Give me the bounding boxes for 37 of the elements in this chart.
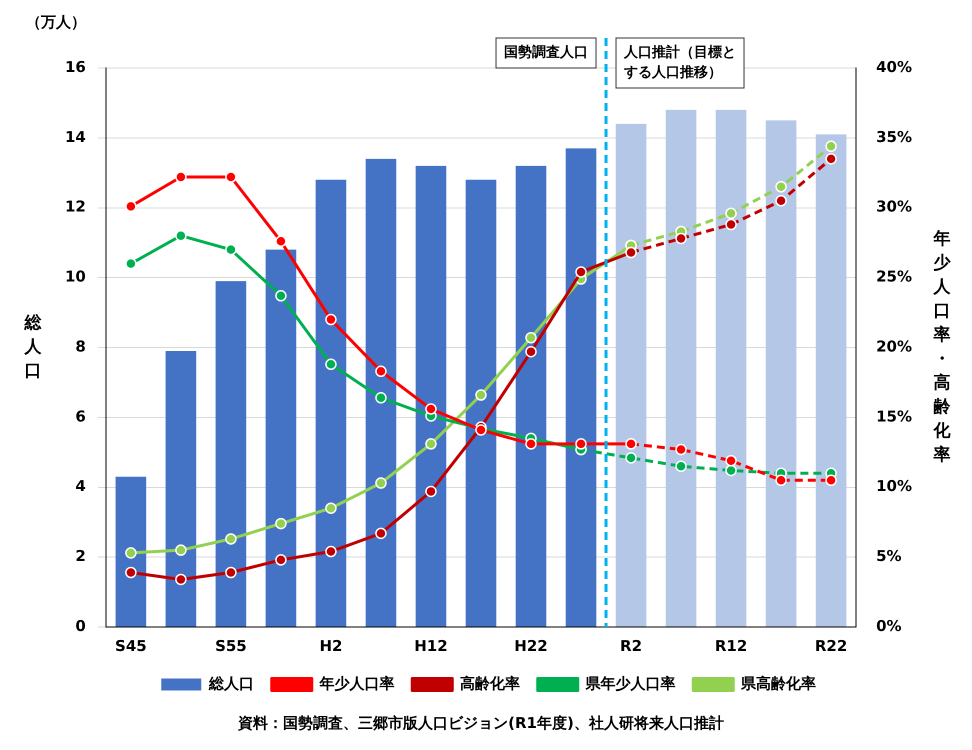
y-tick-label: 0	[75, 616, 86, 635]
text: 資料：国勢調査、三郷市版人口ビジョン(R1年度)、社人研将来人口推計	[237, 714, 724, 732]
y-tick-label: 12	[65, 198, 86, 216]
x-tick-label: R12	[714, 636, 748, 655]
annotation: 人口推計（目標とする人口推移）	[623, 44, 736, 81]
y-tick-label: 6	[75, 407, 86, 426]
x-tick-label: H22	[514, 636, 548, 655]
y2-tick-label: 5%	[876, 547, 902, 566]
text: 国勢調査人口	[504, 44, 588, 61]
legend-label: 高齢化率	[460, 674, 520, 692]
y2-tick-label: 35%	[876, 128, 912, 146]
y2-tick-label: 0%	[876, 616, 902, 635]
legend-label: 年少人口率	[318, 674, 394, 692]
x-tick-label: R2	[620, 636, 642, 655]
x-tick-label: S45	[115, 636, 147, 655]
y2-tick-label: 20%	[876, 337, 912, 356]
y-tick-label: 16	[65, 58, 86, 76]
legend-label: 総人口	[208, 674, 254, 692]
legend-label: 県年少人口率	[584, 674, 676, 692]
x-tick-label: H12	[414, 636, 448, 655]
y2-tick-label: 40%	[876, 58, 912, 76]
y-tick-label: 14	[65, 128, 86, 146]
y2-tick-label: 10%	[876, 477, 912, 496]
x-tick-label: S55	[215, 636, 247, 655]
y2-tick-label: 30%	[876, 198, 912, 216]
y-tick-label: 2	[75, 547, 86, 566]
y-tick-label: 8	[75, 337, 86, 356]
x-tick-label: R22	[814, 636, 848, 655]
text: 年少人口率・高齢化率	[934, 228, 950, 465]
legend-label: 県高齢化率	[740, 674, 816, 692]
y2-tick-label: 15%	[876, 407, 912, 426]
y-tick-label: 10	[65, 268, 86, 286]
x-tick-label: H2	[319, 636, 342, 655]
y2-tick-label: 25%	[876, 268, 912, 286]
y-tick-label: 4	[75, 477, 86, 496]
y-axis-title: 総人口	[24, 312, 42, 381]
text: （万人）	[26, 12, 86, 31]
